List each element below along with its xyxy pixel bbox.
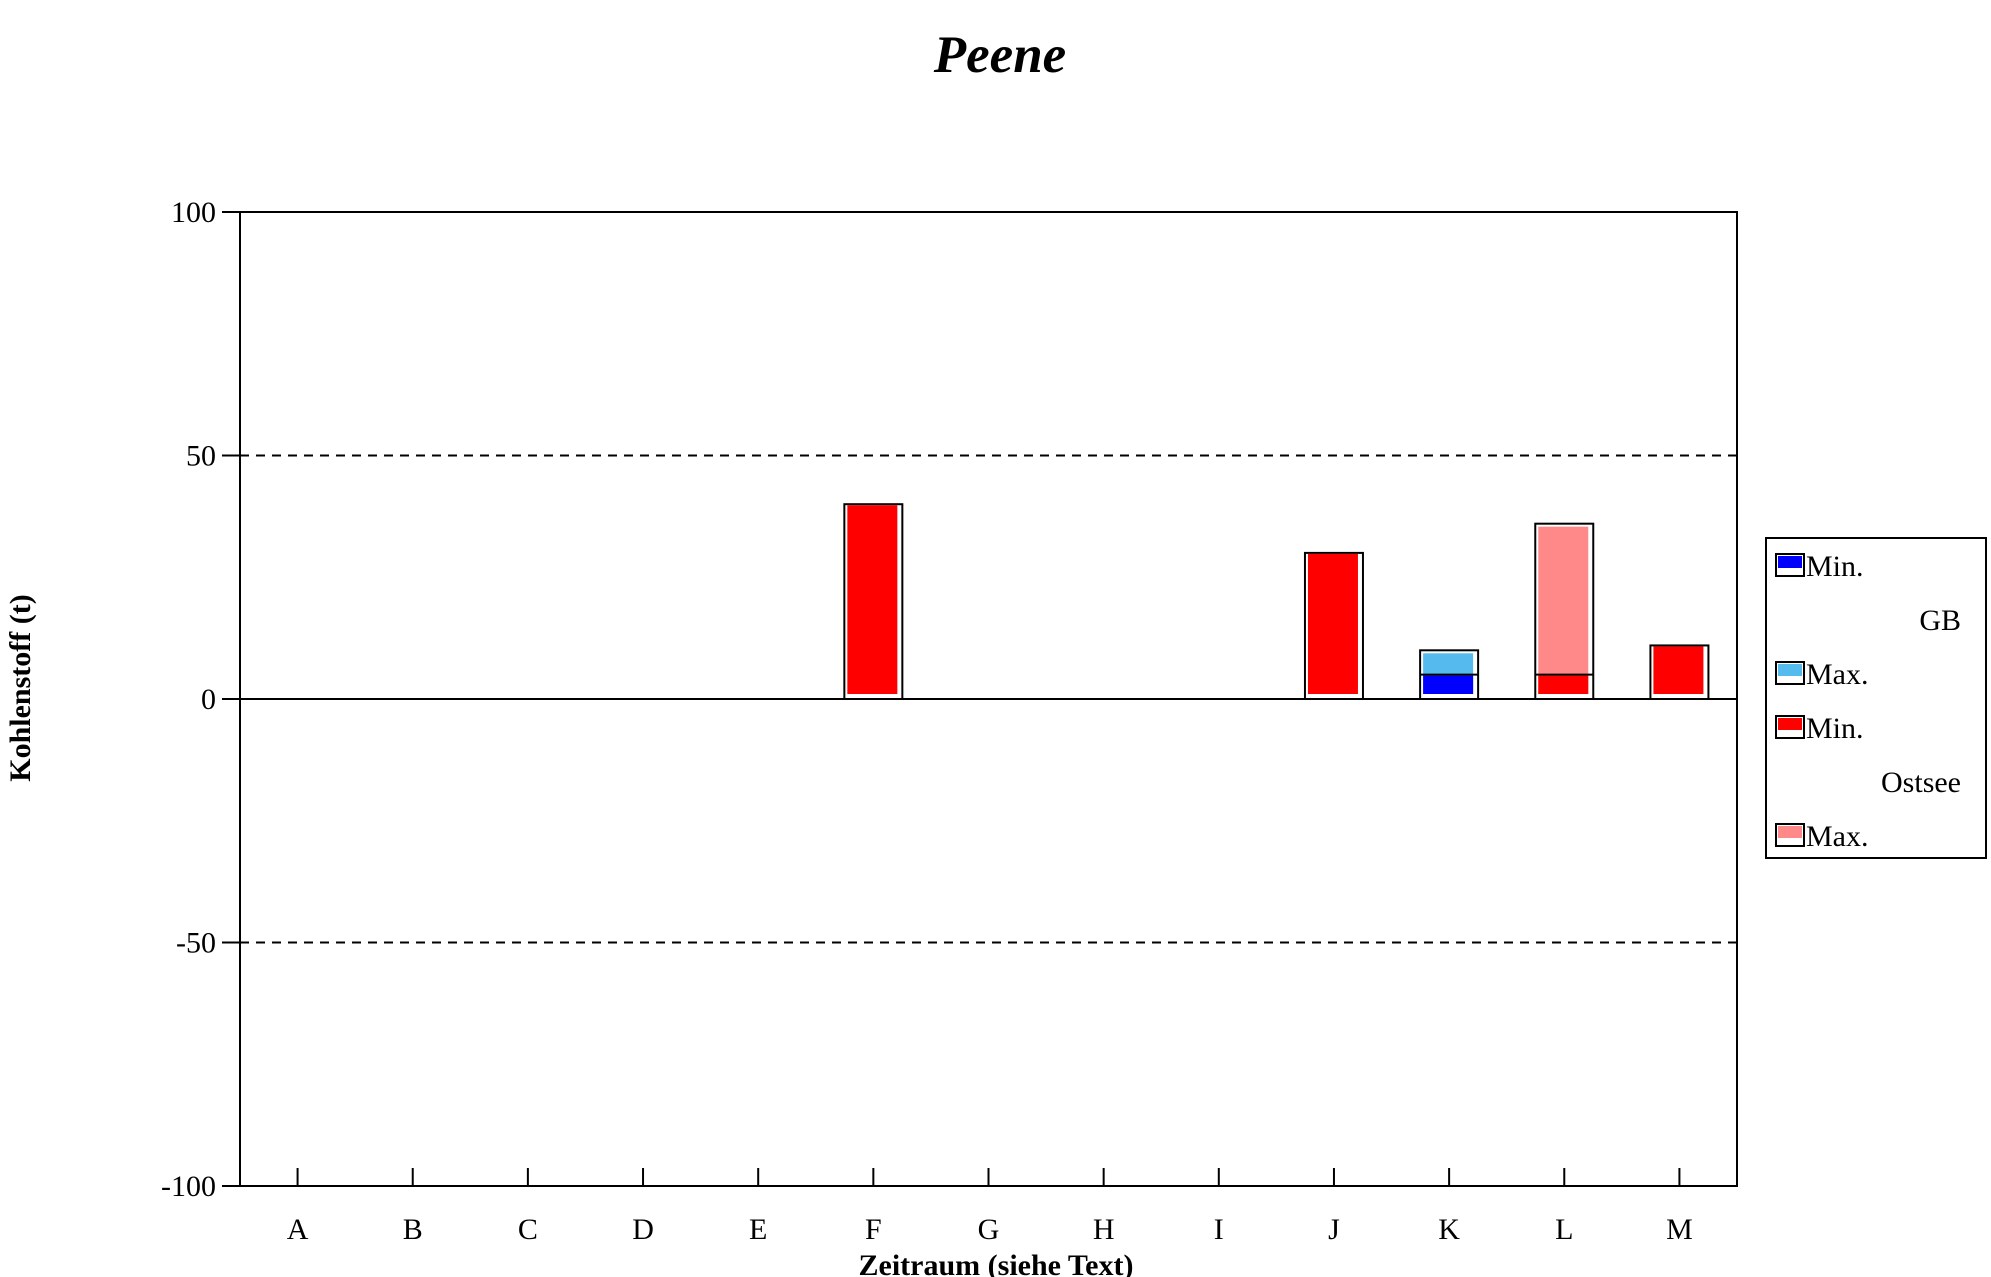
legend-box bbox=[1765, 537, 1987, 859]
bar-min bbox=[1538, 675, 1589, 694]
bar-max bbox=[1538, 526, 1589, 694]
x-tick-label: A bbox=[287, 1213, 309, 1246]
legend-swatch-fill bbox=[1778, 718, 1802, 730]
x-tick-label: M bbox=[1666, 1213, 1693, 1246]
y-axis-label: Kohlenstoff (t) bbox=[4, 594, 37, 781]
x-tick-label: G bbox=[978, 1213, 1000, 1246]
legend-swatch-fill bbox=[1778, 664, 1802, 676]
x-tick-label: K bbox=[1438, 1213, 1460, 1246]
bar-min bbox=[847, 505, 898, 694]
bars bbox=[843, 503, 1710, 701]
y-tick-label: 50 bbox=[186, 440, 216, 473]
x-tick-label: C bbox=[518, 1213, 538, 1246]
bar-min bbox=[1423, 675, 1474, 694]
chart-title: Peene bbox=[933, 26, 1066, 84]
x-tick-label: D bbox=[632, 1213, 654, 1246]
legend-label: Min. bbox=[1806, 550, 1864, 583]
legend-group-name: Ostsee bbox=[1881, 766, 1961, 799]
y-tick-label: 0 bbox=[201, 683, 216, 716]
legend-label: Max. bbox=[1806, 820, 1869, 853]
x-tick-label: H bbox=[1093, 1213, 1115, 1246]
x-tick-label: J bbox=[1328, 1213, 1340, 1246]
legend-label: Max. bbox=[1806, 658, 1869, 691]
y-tick-label: 100 bbox=[171, 196, 216, 229]
axes: 100 50 0 -50 -100 A B C D E F G H I J K L M bbox=[161, 196, 1738, 1246]
legend-swatch-fill bbox=[1778, 826, 1802, 838]
y-tick-label: -100 bbox=[161, 1170, 216, 1203]
legend-group-name: GB bbox=[1919, 604, 1961, 637]
bar-min bbox=[1653, 646, 1704, 694]
legend-swatch-fill bbox=[1778, 556, 1802, 568]
bar-min bbox=[1307, 553, 1358, 694]
y-tick-label: -50 bbox=[176, 927, 216, 960]
x-tick-label: L bbox=[1555, 1213, 1573, 1246]
x-axis-label: Zeitraum (siehe Text) bbox=[859, 1249, 1134, 1277]
x-tick-label: E bbox=[749, 1213, 767, 1246]
x-tick-label: F bbox=[865, 1213, 882, 1246]
x-tick-label: I bbox=[1214, 1213, 1224, 1246]
legend: Min. GB Max. Min. Ostsee Max. bbox=[1765, 537, 1987, 859]
legend-label: Min. bbox=[1806, 712, 1864, 745]
x-tick-label: B bbox=[403, 1213, 423, 1246]
